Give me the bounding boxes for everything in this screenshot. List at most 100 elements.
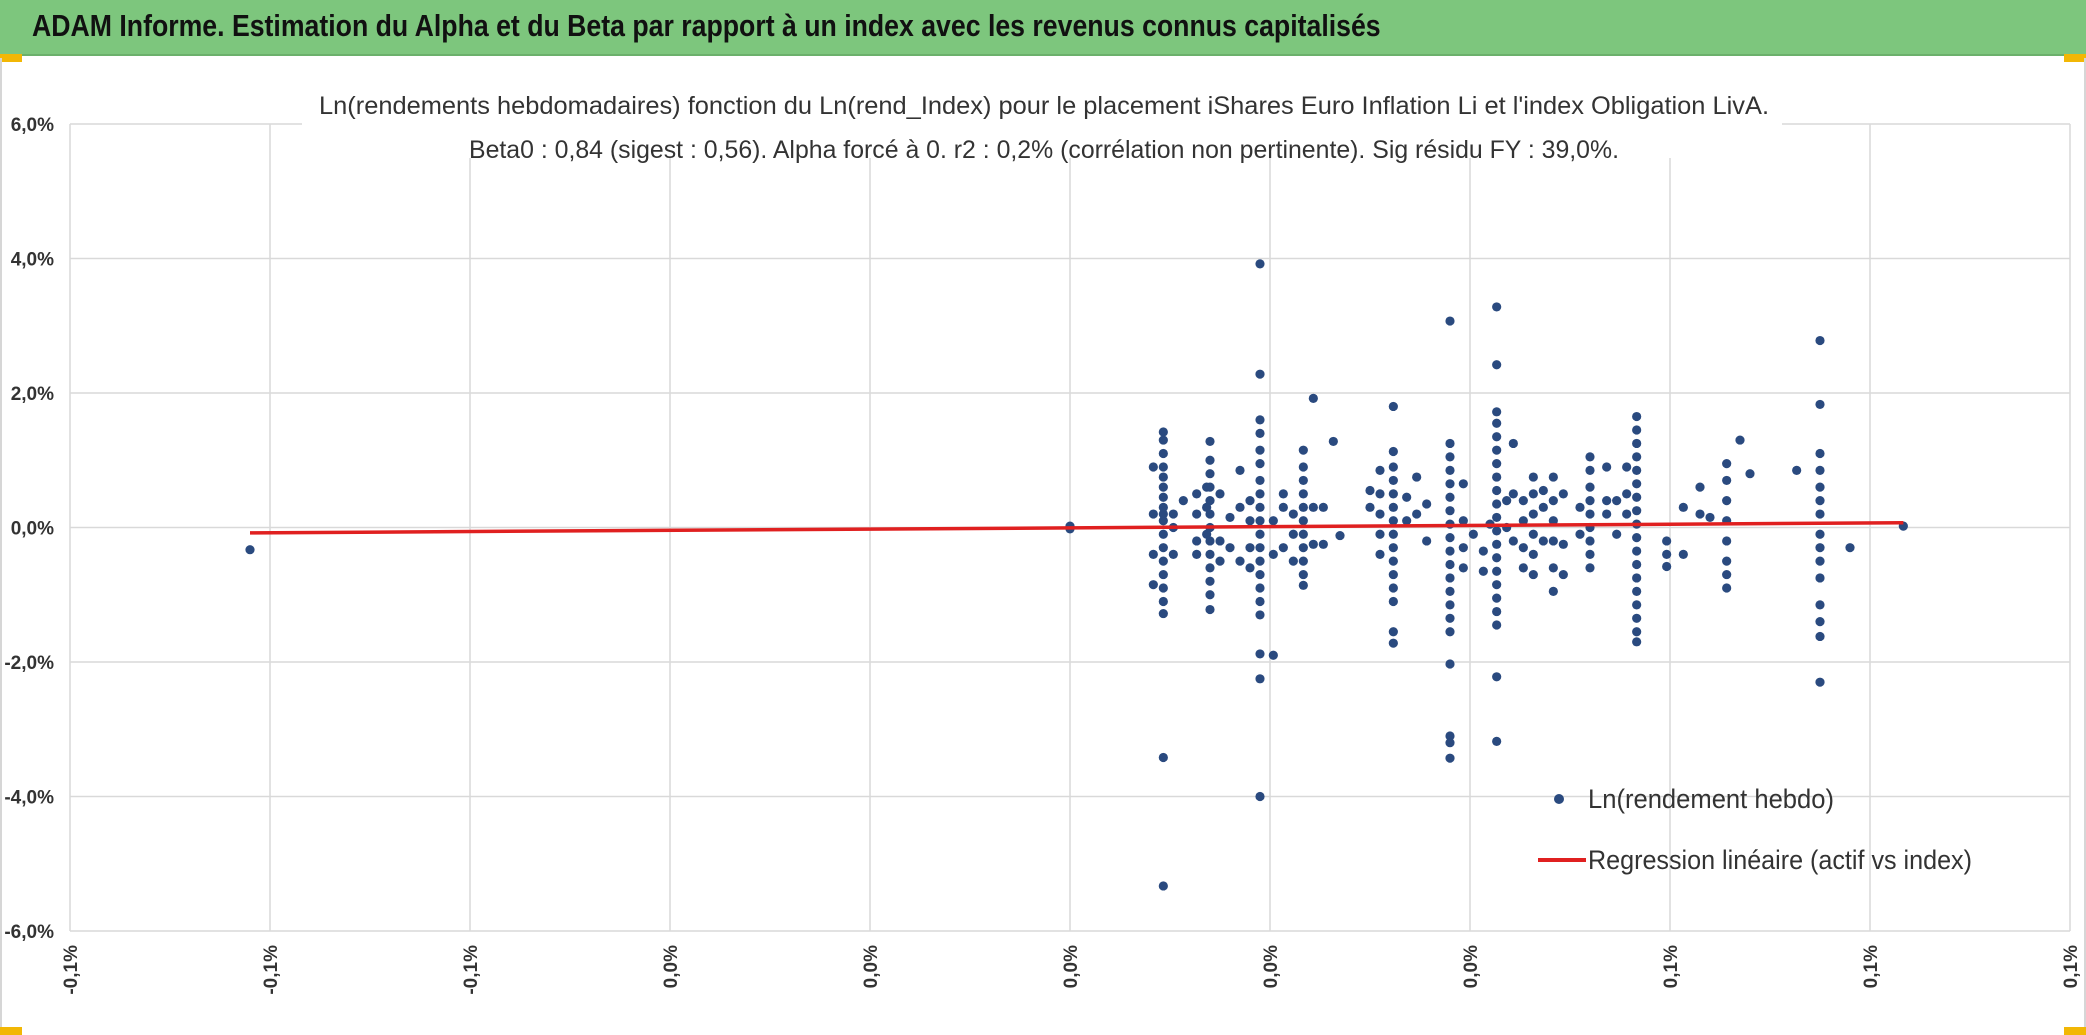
data-point <box>1148 549 1158 559</box>
data-point <box>1268 549 1278 559</box>
data-point <box>1548 563 1558 573</box>
data-point <box>1278 502 1288 512</box>
data-point <box>1548 586 1558 596</box>
data-point <box>1255 489 1265 499</box>
data-point <box>1388 502 1398 512</box>
data-point <box>1722 496 1732 506</box>
data-point <box>1632 479 1642 489</box>
data-point <box>1298 516 1308 526</box>
corner-marker-top-right <box>2064 54 2086 62</box>
data-point <box>1168 509 1178 519</box>
data-point <box>1575 529 1585 539</box>
data-point <box>1815 543 1825 553</box>
y-tick-label: 4,0% <box>11 250 54 271</box>
data-point <box>1585 452 1595 462</box>
data-point <box>1445 613 1455 623</box>
data-point <box>1255 791 1265 802</box>
data-point <box>1148 462 1158 472</box>
data-point <box>1538 485 1548 496</box>
data-point <box>1158 462 1168 472</box>
data-point <box>1815 465 1825 475</box>
data-point <box>1815 482 1825 492</box>
data-point <box>1548 496 1558 506</box>
data-point <box>1388 627 1398 637</box>
data-point <box>1375 465 1385 475</box>
chart-title-background <box>302 78 1782 158</box>
data-point <box>1492 620 1502 630</box>
data-point <box>1705 512 1715 523</box>
data-point <box>1632 425 1642 435</box>
data-point <box>1205 576 1215 586</box>
data-point <box>1632 465 1642 475</box>
x-tick-label: 0,0% <box>1061 945 1082 988</box>
data-point <box>1845 543 1855 553</box>
data-point <box>1602 462 1612 472</box>
data-point <box>1158 543 1168 553</box>
data-point <box>1255 543 1265 553</box>
data-point <box>1375 489 1385 499</box>
data-point <box>1445 479 1455 489</box>
data-point <box>1492 485 1502 496</box>
data-point <box>1632 452 1642 462</box>
data-point <box>1722 475 1732 486</box>
data-point <box>1528 472 1538 482</box>
data-point <box>1632 600 1642 610</box>
data-point <box>1268 650 1278 660</box>
data-point <box>1492 672 1502 682</box>
data-point <box>1815 631 1825 642</box>
data-point <box>1548 536 1558 546</box>
data-point <box>1422 499 1432 509</box>
data-point <box>1298 569 1308 580</box>
data-point <box>1585 465 1595 475</box>
data-point <box>1722 569 1732 580</box>
data-point <box>1192 509 1202 519</box>
data-point <box>1722 536 1732 546</box>
data-point <box>1288 529 1298 539</box>
data-point <box>1478 546 1488 556</box>
data-point <box>1632 492 1642 502</box>
data-point <box>1585 509 1595 519</box>
data-point <box>1308 539 1318 549</box>
data-point <box>1528 529 1538 539</box>
data-point <box>1548 516 1558 526</box>
data-point <box>1255 369 1265 379</box>
data-point <box>1388 489 1398 499</box>
data-point <box>1255 610 1265 620</box>
data-point <box>1205 469 1215 479</box>
data-point <box>1815 529 1825 539</box>
data-point <box>1632 559 1642 570</box>
data-point <box>1445 438 1455 449</box>
data-point <box>1388 446 1398 457</box>
data-point <box>1192 549 1202 559</box>
data-point <box>1288 509 1298 519</box>
data-point <box>1492 499 1502 509</box>
data-point <box>1445 532 1455 543</box>
data-point <box>1735 435 1745 445</box>
data-point <box>1445 731 1455 741</box>
data-point <box>1388 543 1398 553</box>
x-tick-label: 0,0% <box>861 945 882 988</box>
data-point <box>1632 573 1642 583</box>
data-point <box>1632 546 1642 556</box>
data-point <box>1585 549 1595 559</box>
data-point <box>1632 586 1642 596</box>
data-point <box>1422 536 1432 546</box>
data-point <box>1308 502 1318 512</box>
data-point <box>1445 492 1455 502</box>
data-point <box>1518 516 1528 526</box>
data-point <box>1492 512 1502 523</box>
data-point <box>1622 489 1632 499</box>
data-point <box>1445 600 1455 610</box>
regression-line <box>249 521 1904 535</box>
data-point <box>1388 638 1398 648</box>
data-point <box>1255 529 1265 539</box>
data-point <box>1298 475 1308 486</box>
data-point <box>1445 452 1455 462</box>
data-point <box>1458 479 1468 489</box>
chart-title-line-1: Ln(rendements hebdomadaires) fonction du… <box>319 92 1769 120</box>
data-point <box>1602 496 1612 506</box>
regression-layer <box>249 521 1904 535</box>
data-point <box>1235 556 1245 566</box>
data-point <box>1255 428 1265 438</box>
data-point <box>1412 472 1422 482</box>
